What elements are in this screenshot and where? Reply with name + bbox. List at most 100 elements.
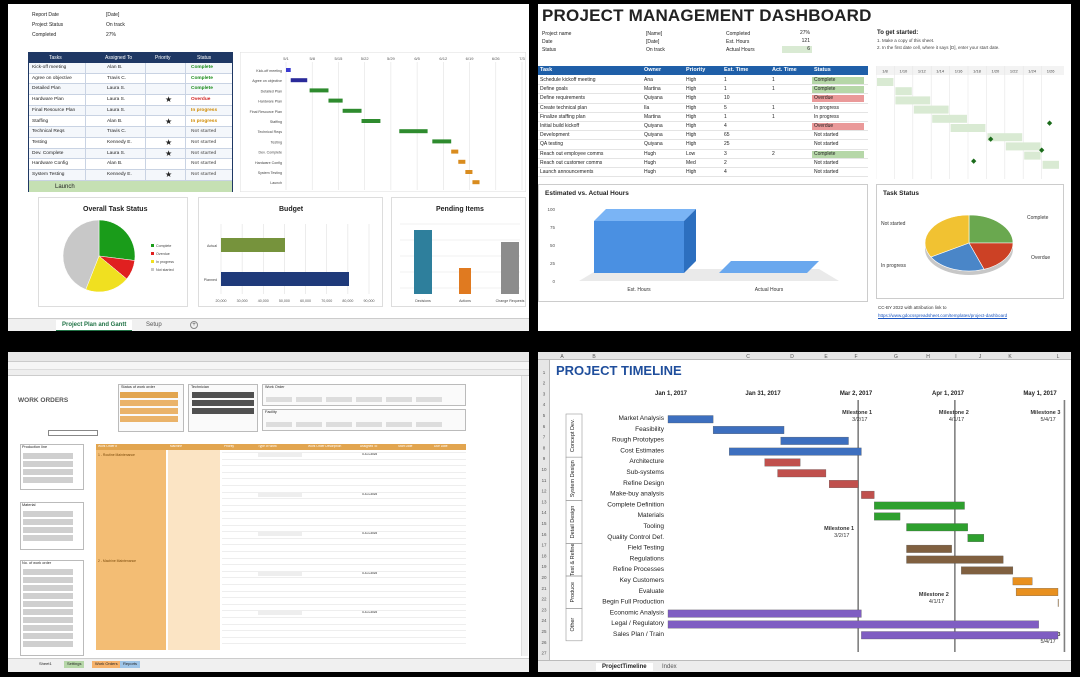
slicer-item[interactable] bbox=[23, 633, 73, 639]
tab-project-plan[interactable]: Project Plan and Gantt bbox=[56, 320, 133, 331]
gantt-date-label: 6/19 bbox=[466, 56, 475, 61]
sheet-tab[interactable]: Sheet1 bbox=[36, 661, 55, 668]
slicer-item[interactable] bbox=[23, 609, 73, 615]
col-header: Owner bbox=[644, 67, 662, 73]
slicer-item[interactable] bbox=[192, 400, 254, 406]
y-tick: 25 bbox=[550, 261, 556, 266]
license-link[interactable]: https://www.gdocsspreadsheet.com/templat… bbox=[878, 313, 1008, 318]
tab-setup[interactable]: Setup bbox=[146, 322, 162, 328]
budget-tick: 90,000 bbox=[364, 299, 375, 303]
grid-line bbox=[222, 557, 466, 559]
gantt-date: 1/20 bbox=[992, 69, 1001, 74]
grid-line bbox=[222, 570, 466, 572]
slicer-item[interactable] bbox=[296, 422, 322, 427]
table-row bbox=[29, 63, 232, 74]
slicer-item[interactable] bbox=[386, 397, 412, 402]
tab-index[interactable]: Index bbox=[662, 664, 677, 670]
status-cell[interactable]: Overdue bbox=[812, 123, 864, 130]
table-cell: High bbox=[686, 113, 697, 120]
table-cell: High bbox=[686, 95, 697, 102]
input-box[interactable] bbox=[48, 430, 98, 436]
slicer-item[interactable] bbox=[296, 397, 322, 402]
task-label: Begin Full Production bbox=[602, 599, 664, 606]
status-cell[interactable]: Complete bbox=[812, 77, 864, 84]
status-cell[interactable]: Not started bbox=[812, 132, 864, 140]
slicer-item[interactable] bbox=[386, 422, 412, 427]
slicer-item[interactable] bbox=[356, 397, 382, 402]
slicer-item[interactable] bbox=[120, 408, 178, 414]
status-cell[interactable]: Not started bbox=[812, 141, 864, 149]
status-cell[interactable]: Not started bbox=[812, 169, 864, 176]
task-status-panel: Task Status Not started In progress Comple… bbox=[876, 184, 1064, 299]
slicer-item[interactable] bbox=[326, 422, 352, 427]
status-cell[interactable]: In progress bbox=[812, 113, 864, 121]
status-cell[interactable]: Complete bbox=[812, 150, 864, 158]
task-label: Evaluate bbox=[639, 588, 665, 595]
slicer-item[interactable] bbox=[23, 569, 73, 575]
slicer-item[interactable] bbox=[23, 453, 73, 459]
slicer-item[interactable] bbox=[120, 416, 178, 422]
slicer-item[interactable] bbox=[266, 397, 292, 402]
assigned-to: Laura S. bbox=[107, 97, 126, 103]
slicer-item[interactable] bbox=[416, 397, 442, 402]
assigned-to: Kennedy E. bbox=[107, 139, 132, 145]
table-cell: 3 bbox=[724, 150, 727, 157]
gantt-task-label: Detailed Plan bbox=[261, 89, 282, 93]
slicer-item[interactable] bbox=[23, 641, 73, 647]
row-number: 10 bbox=[541, 467, 547, 472]
slicer-title: Production line bbox=[22, 445, 48, 449]
status-text: Complete bbox=[191, 65, 213, 70]
get-started-step2: 2. In the first date cell, where it says… bbox=[877, 45, 1000, 50]
column-letter: E bbox=[824, 354, 828, 360]
slicer-item[interactable] bbox=[23, 519, 73, 525]
slicer-item[interactable] bbox=[192, 408, 254, 414]
slicer-item[interactable] bbox=[23, 577, 73, 583]
row-number: 4 bbox=[543, 402, 546, 407]
slicer-item[interactable] bbox=[23, 535, 73, 541]
slicer-item[interactable] bbox=[326, 397, 352, 402]
status-cell[interactable]: Overdue bbox=[812, 95, 864, 103]
dashboard-gantt: 1/8 1/10 1/12 1/14 1/16 1/18 1/20 1/22 1/24 1/26 ◆… bbox=[876, 66, 1064, 179]
add-sheet-icon[interactable]: + bbox=[190, 321, 198, 329]
slicer-item[interactable] bbox=[23, 477, 73, 483]
tab-project-timeline[interactable]: ProjectTimeline bbox=[596, 663, 653, 671]
sheet-tab[interactable]: Settings bbox=[64, 661, 85, 668]
status-cell[interactable]: In progress bbox=[812, 104, 864, 112]
slicer-panel bbox=[20, 444, 84, 490]
slicer-item[interactable] bbox=[23, 617, 73, 623]
slicer-item[interactable] bbox=[23, 469, 73, 475]
work-orders-title: WORK ORDERS bbox=[18, 397, 69, 404]
status-cell[interactable]: Complete bbox=[812, 86, 864, 94]
grid-line bbox=[222, 452, 466, 453]
budget-tick: 70,000 bbox=[321, 299, 332, 303]
ribbon bbox=[8, 352, 529, 362]
milestone-date: 3/2/17 bbox=[852, 417, 867, 423]
slicer-item[interactable] bbox=[23, 601, 73, 607]
slicer-item[interactable] bbox=[23, 593, 73, 599]
slicer-item[interactable] bbox=[23, 625, 73, 631]
status-cell[interactable]: Not started bbox=[812, 159, 864, 167]
slicer-item[interactable] bbox=[416, 422, 442, 427]
slicer-item[interactable] bbox=[356, 422, 382, 427]
slicer-item[interactable] bbox=[23, 585, 73, 591]
slicer-item[interactable] bbox=[266, 422, 292, 427]
row-number: 16 bbox=[541, 532, 547, 537]
dashboard-title: PROJECT MANAGEMENT DASHBOARD bbox=[542, 6, 872, 25]
gantt-date-label: 7/3 bbox=[519, 56, 525, 61]
slicer-item[interactable] bbox=[192, 392, 254, 398]
slicer-item[interactable] bbox=[120, 392, 178, 398]
slicer-item[interactable] bbox=[23, 527, 73, 533]
phase-label: Detail Design bbox=[570, 506, 576, 539]
priority-star-icon: ★ bbox=[165, 148, 173, 158]
col-header-tasks: Tasks bbox=[49, 55, 62, 61]
sheet-tab[interactable]: Work Orders bbox=[92, 661, 121, 668]
slicer-item[interactable] bbox=[23, 461, 73, 467]
grid-line bbox=[222, 564, 466, 566]
scrollbar[interactable] bbox=[521, 376, 528, 656]
hours-bars: 100 75 50 25 0 Est. Hours Actual Hours bbox=[547, 207, 839, 293]
timeline-bar bbox=[874, 512, 901, 521]
slicer-item[interactable] bbox=[23, 511, 73, 517]
sheet-tab[interactable]: Reports bbox=[120, 661, 141, 668]
slicer-item[interactable] bbox=[120, 400, 178, 406]
timeline-bar bbox=[906, 555, 1004, 564]
